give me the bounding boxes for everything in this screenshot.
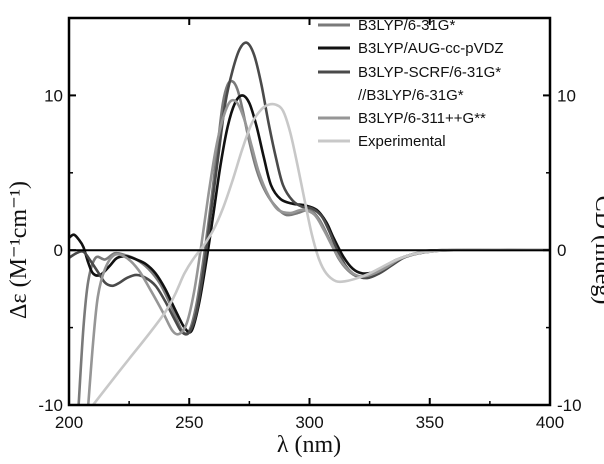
series-line-5	[91, 102, 550, 405]
legend-label: B3LYP-SCRF/6-31G*	[358, 64, 501, 81]
legend-label: //B3LYP/6-31G*	[358, 87, 464, 104]
y-tick-label-left: 10	[44, 86, 63, 105]
x-tick-label: 350	[416, 413, 444, 432]
y-axis-title-right: CD (mdeg)	[590, 196, 604, 305]
x-tick-label: 250	[175, 413, 203, 432]
legend-label: B3LYP/6-31G*	[358, 17, 455, 34]
y-tick-label-right: -10	[557, 396, 582, 415]
y-tick-label-left: -10	[38, 396, 63, 415]
x-tick-label: 200	[55, 413, 83, 432]
legend: B3LYP/6-31G* B3LYP/AUG-cc-pVDZ B3LYP-SCRF/…	[318, 17, 504, 150]
legend-label: Experimental	[358, 133, 446, 150]
x-tick-label: 300	[295, 413, 323, 432]
legend-label: B3LYP/AUG-cc-pVDZ	[358, 40, 504, 57]
x-axis-title: λ (nm)	[277, 432, 341, 458]
series-line-4	[86, 98, 550, 405]
series-line-2	[69, 94, 550, 334]
series-line-3	[69, 41, 550, 336]
x-tick-label: 400	[536, 413, 564, 432]
y-tick-label-right: 0	[557, 241, 566, 260]
y-tick-label-left: 0	[54, 241, 63, 260]
legend-label: B3LYP/6-311++G**	[358, 110, 486, 127]
series-layer	[69, 41, 550, 405]
y-tick-label-right: 10	[557, 86, 576, 105]
y-axis-title-left: Δε (M⁻¹cm⁻¹)	[6, 181, 32, 319]
